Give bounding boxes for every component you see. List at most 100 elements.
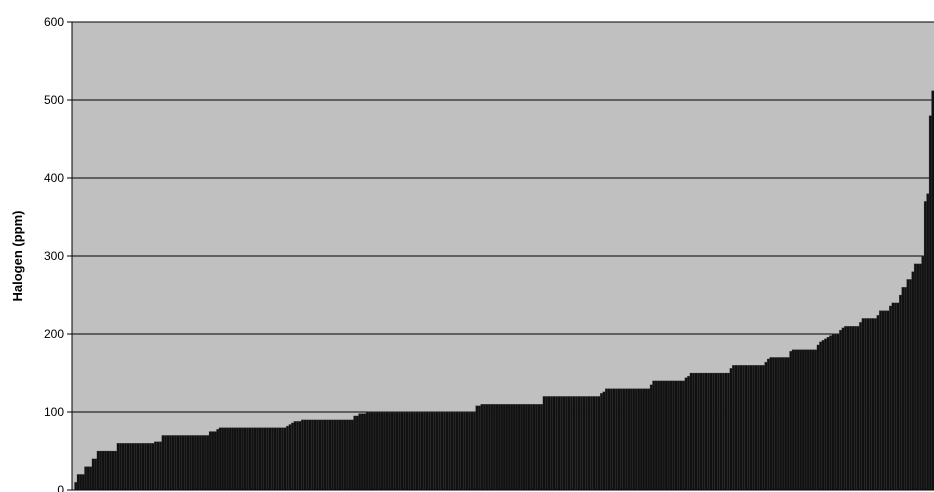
bar	[111, 450, 115, 491]
bar	[614, 388, 618, 491]
bar	[463, 411, 466, 491]
bar	[211, 431, 215, 491]
bar	[839, 329, 843, 491]
bar	[545, 396, 549, 491]
bar	[510, 404, 514, 491]
bar	[408, 411, 412, 491]
bar	[619, 388, 623, 491]
bar	[345, 419, 349, 491]
bar	[786, 357, 790, 491]
bar	[368, 411, 372, 491]
bar	[806, 349, 810, 491]
bar	[261, 427, 265, 491]
bar	[330, 419, 334, 491]
bar	[139, 443, 143, 491]
bar	[246, 427, 250, 491]
bar	[497, 404, 501, 491]
bar	[844, 326, 848, 491]
bar	[884, 310, 887, 491]
bar	[540, 404, 544, 491]
bar	[799, 349, 803, 491]
bar	[712, 372, 716, 491]
bar	[425, 411, 429, 491]
bar	[642, 388, 646, 491]
bar	[547, 396, 551, 491]
bar	[921, 255, 925, 491]
bar	[659, 380, 663, 491]
bar	[487, 404, 491, 491]
bar	[104, 450, 108, 491]
bar	[360, 413, 364, 491]
bar	[477, 405, 481, 491]
bar	[781, 357, 785, 491]
bar	[580, 396, 583, 491]
bar	[465, 411, 469, 491]
bar	[428, 411, 432, 491]
bar	[622, 388, 626, 491]
bar	[587, 396, 591, 491]
bar	[789, 351, 793, 491]
bar	[512, 404, 516, 491]
bar	[861, 318, 865, 491]
bar	[869, 318, 872, 491]
bar	[99, 450, 103, 491]
bar	[742, 365, 745, 491]
bar	[732, 365, 735, 491]
bar	[467, 411, 471, 491]
bar	[388, 411, 392, 491]
bar	[612, 388, 616, 491]
bar	[141, 443, 145, 491]
bar	[144, 443, 148, 491]
bar	[281, 427, 285, 491]
bar	[480, 404, 484, 491]
bar	[119, 443, 123, 491]
bar	[794, 349, 798, 491]
bar	[889, 305, 892, 491]
bar	[585, 396, 588, 491]
bar	[114, 450, 118, 491]
bar	[819, 341, 823, 491]
bar	[928, 115, 932, 491]
bar	[500, 404, 504, 491]
bar	[164, 435, 167, 491]
bar	[709, 372, 713, 491]
bar	[196, 435, 200, 491]
bar	[94, 458, 98, 491]
bar	[124, 443, 128, 491]
bar	[918, 263, 922, 491]
bar	[298, 421, 302, 491]
bar	[804, 349, 808, 491]
bar	[627, 388, 631, 491]
bar	[286, 425, 290, 491]
bar	[440, 411, 444, 491]
bar	[283, 427, 287, 491]
bar	[455, 411, 459, 491]
bar	[560, 396, 564, 491]
bar	[662, 380, 666, 491]
bar	[385, 411, 389, 491]
bar	[677, 380, 681, 491]
bar	[492, 404, 496, 491]
bar	[86, 466, 90, 491]
bar	[525, 404, 529, 491]
bar	[605, 388, 608, 491]
bar	[669, 380, 673, 491]
bar	[667, 380, 671, 491]
bar	[390, 411, 394, 491]
bar	[879, 310, 882, 491]
bar	[886, 310, 890, 491]
bar	[831, 333, 835, 491]
bar	[79, 474, 83, 491]
bar	[238, 427, 242, 491]
bar	[864, 318, 868, 491]
bar	[752, 365, 755, 491]
bar	[532, 404, 536, 491]
bar	[632, 388, 636, 491]
bar	[418, 411, 422, 491]
bar	[829, 335, 833, 491]
bar	[179, 435, 182, 491]
bar	[96, 450, 100, 491]
bar	[363, 413, 367, 491]
bar	[567, 396, 571, 491]
bar	[699, 372, 703, 491]
